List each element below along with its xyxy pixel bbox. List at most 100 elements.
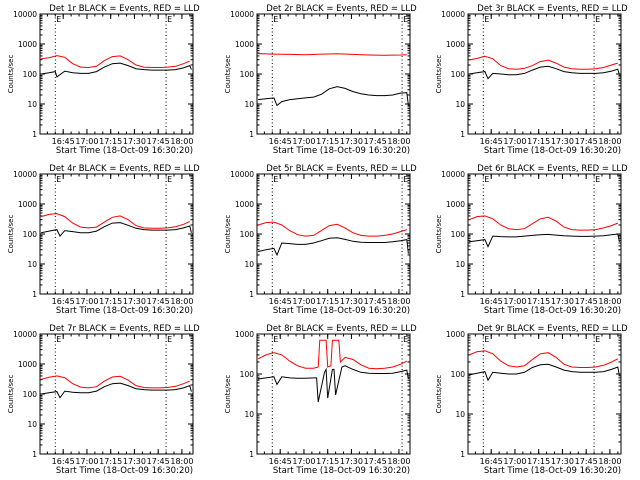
y-tick-label: 1000 bbox=[446, 200, 465, 209]
lld-series-line bbox=[257, 221, 407, 237]
x-tick-label: 18:00 bbox=[170, 137, 193, 146]
x-tick-label: 17:45 bbox=[147, 137, 170, 146]
y-tick-label: 1 bbox=[32, 130, 37, 139]
x-tick-label: 17:15 bbox=[527, 297, 550, 306]
x-tick-label: 17:30 bbox=[340, 137, 363, 146]
x-tick-label: 16:45 bbox=[480, 297, 503, 306]
x-tick-label: 17:45 bbox=[364, 137, 387, 146]
y-tick-label: 1000 bbox=[18, 200, 37, 209]
x-tick-label: 16:45 bbox=[269, 297, 292, 306]
y-tick-label: 1 bbox=[32, 290, 37, 299]
x-tick-label: 17:15 bbox=[316, 457, 339, 466]
y-tick-label: 10 bbox=[27, 260, 37, 269]
x-tick-label: 17:15 bbox=[99, 297, 122, 306]
y-tick-label: 1000 bbox=[446, 40, 465, 49]
y-tick-label: 10 bbox=[27, 420, 37, 429]
y-tick-label: 1000 bbox=[446, 330, 465, 339]
x-tick-label: 17:00 bbox=[503, 297, 526, 306]
events-series-line bbox=[40, 222, 192, 238]
y-axis-label: Counts/sec bbox=[435, 55, 443, 94]
x-tick-label: 16:45 bbox=[480, 137, 503, 146]
chart-panel: Det 8r BLACK = Events, RED = LLD Start Ti… bbox=[224, 324, 417, 476]
chart-title: Det 2r BLACK = Events, RED = LLD bbox=[266, 4, 417, 14]
lld-series-line bbox=[41, 55, 190, 69]
lld-series-line bbox=[257, 339, 408, 370]
y-axis-label: Counts/sec bbox=[435, 215, 443, 254]
x-tick-label: 17:45 bbox=[575, 297, 598, 306]
x-axis-label: Start Time (18-Oct-09 16:30:20) bbox=[273, 146, 410, 156]
plot-frame bbox=[39, 13, 194, 135]
chart-panel: Det 1r BLACK = Events, RED = LLD Start Ti… bbox=[7, 4, 200, 156]
y-tick-label: 100 bbox=[451, 70, 466, 79]
x-axis-label: Start Time (18-Oct-09 16:30:20) bbox=[56, 146, 193, 156]
chart-title: Det 4r BLACK = Events, RED = LLD bbox=[49, 164, 200, 174]
chart-panel: Det 4r BLACK = Events, RED = LLD Start Ti… bbox=[7, 164, 200, 316]
event-marker-label: E bbox=[595, 15, 600, 24]
y-tick-label: 1 bbox=[249, 450, 254, 459]
x-tick-label: 16:45 bbox=[52, 137, 75, 146]
x-axis-label: Start Time (18-Oct-09 16:30:20) bbox=[484, 466, 621, 476]
y-axis-label: Counts/sec bbox=[224, 375, 232, 414]
y-axis-label: Counts/sec bbox=[224, 55, 232, 94]
chart-panel: Det 7r BLACK = Events, RED = LLD Start Ti… bbox=[7, 324, 200, 476]
chart-panel: Det 3r BLACK = Events, RED = LLD Start Ti… bbox=[435, 4, 628, 156]
plot-frame bbox=[39, 173, 194, 295]
chart-title: Det 8r BLACK = Events, RED = LLD bbox=[266, 324, 417, 334]
plot-frame bbox=[256, 13, 411, 135]
x-tick-label: 16:45 bbox=[52, 457, 75, 466]
lld-series-line bbox=[40, 375, 190, 389]
chart-panel: Det 6r BLACK = Events, RED = LLD Start Ti… bbox=[435, 164, 628, 316]
x-tick-label: 17:00 bbox=[292, 137, 315, 146]
event-marker-label: E bbox=[595, 175, 600, 184]
x-tick-label: 18:00 bbox=[170, 457, 193, 466]
x-tick-label: 17:00 bbox=[75, 137, 98, 146]
y-tick-label: 10000 bbox=[230, 170, 254, 179]
y-tick-label: 100 bbox=[240, 230, 255, 239]
x-tick-label: 17:15 bbox=[527, 137, 550, 146]
chart-title: Det 1r BLACK = Events, RED = LLD bbox=[49, 4, 200, 14]
plot-frame bbox=[256, 173, 411, 295]
y-tick-label: 1 bbox=[32, 450, 37, 459]
x-tick-label: 18:00 bbox=[387, 297, 410, 306]
y-tick-label: 10000 bbox=[441, 10, 465, 19]
y-tick-label: 10 bbox=[244, 260, 254, 269]
event-marker-label: E bbox=[167, 335, 172, 344]
x-tick-label: 17:15 bbox=[527, 457, 550, 466]
x-tick-label: 17:15 bbox=[316, 297, 339, 306]
chart-panel: Det 2r BLACK = Events, RED = LLD Start Ti… bbox=[224, 4, 417, 156]
plot-frame bbox=[256, 333, 411, 455]
x-tick-label: 18:00 bbox=[598, 297, 621, 306]
x-tick-label: 17:00 bbox=[292, 457, 315, 466]
y-tick-label: 100 bbox=[23, 70, 38, 79]
y-tick-label: 1 bbox=[249, 290, 254, 299]
x-tick-label: 17:45 bbox=[364, 297, 387, 306]
y-tick-label: 10000 bbox=[13, 170, 37, 179]
event-marker-label: E bbox=[273, 15, 278, 24]
y-axis-label: Counts/sec bbox=[7, 215, 15, 254]
events-series-line bbox=[41, 62, 192, 78]
chart-title: Det 7r BLACK = Events, RED = LLD bbox=[49, 324, 200, 334]
x-tick-label: 17:30 bbox=[551, 457, 574, 466]
lld-series-line bbox=[468, 215, 618, 231]
y-tick-label: 10 bbox=[244, 410, 254, 419]
lld-series-line bbox=[468, 350, 619, 368]
x-tick-label: 18:00 bbox=[387, 457, 410, 466]
y-tick-label: 100 bbox=[451, 370, 466, 379]
y-tick-label: 100 bbox=[240, 70, 255, 79]
y-tick-label: 10000 bbox=[230, 10, 254, 19]
y-tick-label: 10000 bbox=[13, 10, 37, 19]
x-tick-label: 17:00 bbox=[503, 457, 526, 466]
event-marker-label: E bbox=[403, 335, 408, 344]
y-tick-label: 1000 bbox=[235, 330, 254, 339]
events-series-line bbox=[41, 382, 192, 399]
y-tick-label: 1 bbox=[460, 450, 465, 459]
x-tick-label: 16:45 bbox=[269, 457, 292, 466]
y-tick-label: 10 bbox=[455, 100, 465, 109]
event-marker-label: E bbox=[484, 175, 489, 184]
y-tick-label: 100 bbox=[240, 370, 255, 379]
event-marker-label: E bbox=[403, 15, 408, 24]
x-tick-label: 17:00 bbox=[292, 297, 315, 306]
event-marker-label: E bbox=[595, 335, 600, 344]
x-tick-label: 17:45 bbox=[575, 137, 598, 146]
